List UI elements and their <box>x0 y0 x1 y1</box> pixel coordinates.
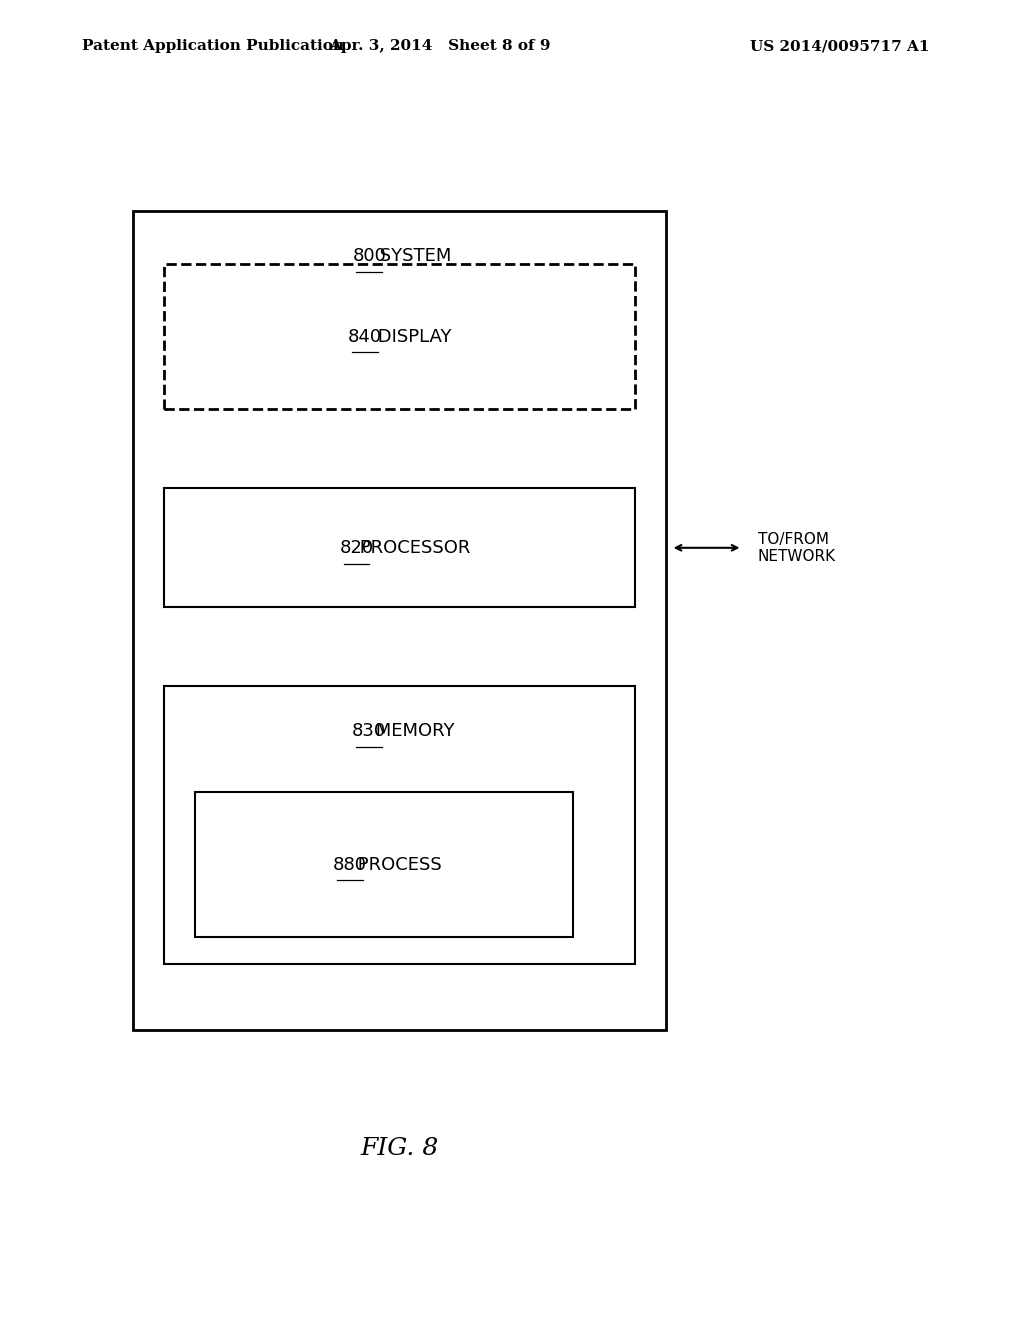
Text: TO/FROM
NETWORK: TO/FROM NETWORK <box>758 532 836 564</box>
Text: 830: 830 <box>352 722 386 741</box>
Bar <box>164 488 635 607</box>
Bar <box>195 792 573 937</box>
Text: 800: 800 <box>352 247 386 265</box>
Text: 840: 840 <box>348 327 382 346</box>
Text: PROCESSOR: PROCESSOR <box>354 539 470 557</box>
Text: US 2014/0095717 A1: US 2014/0095717 A1 <box>750 40 930 53</box>
Text: Apr. 3, 2014   Sheet 8 of 9: Apr. 3, 2014 Sheet 8 of 9 <box>330 40 551 53</box>
Text: SYSTEM: SYSTEM <box>374 247 451 265</box>
Text: FIG. 8: FIG. 8 <box>360 1137 438 1160</box>
Text: MEMORY: MEMORY <box>370 722 455 741</box>
Text: DISPLAY: DISPLAY <box>373 327 452 346</box>
Bar <box>133 211 666 1030</box>
Text: 880: 880 <box>333 855 367 874</box>
Bar <box>164 686 635 964</box>
Text: 820: 820 <box>339 539 374 557</box>
Text: PROCESS: PROCESS <box>352 855 441 874</box>
Bar <box>164 264 635 409</box>
Text: Patent Application Publication: Patent Application Publication <box>82 40 344 53</box>
